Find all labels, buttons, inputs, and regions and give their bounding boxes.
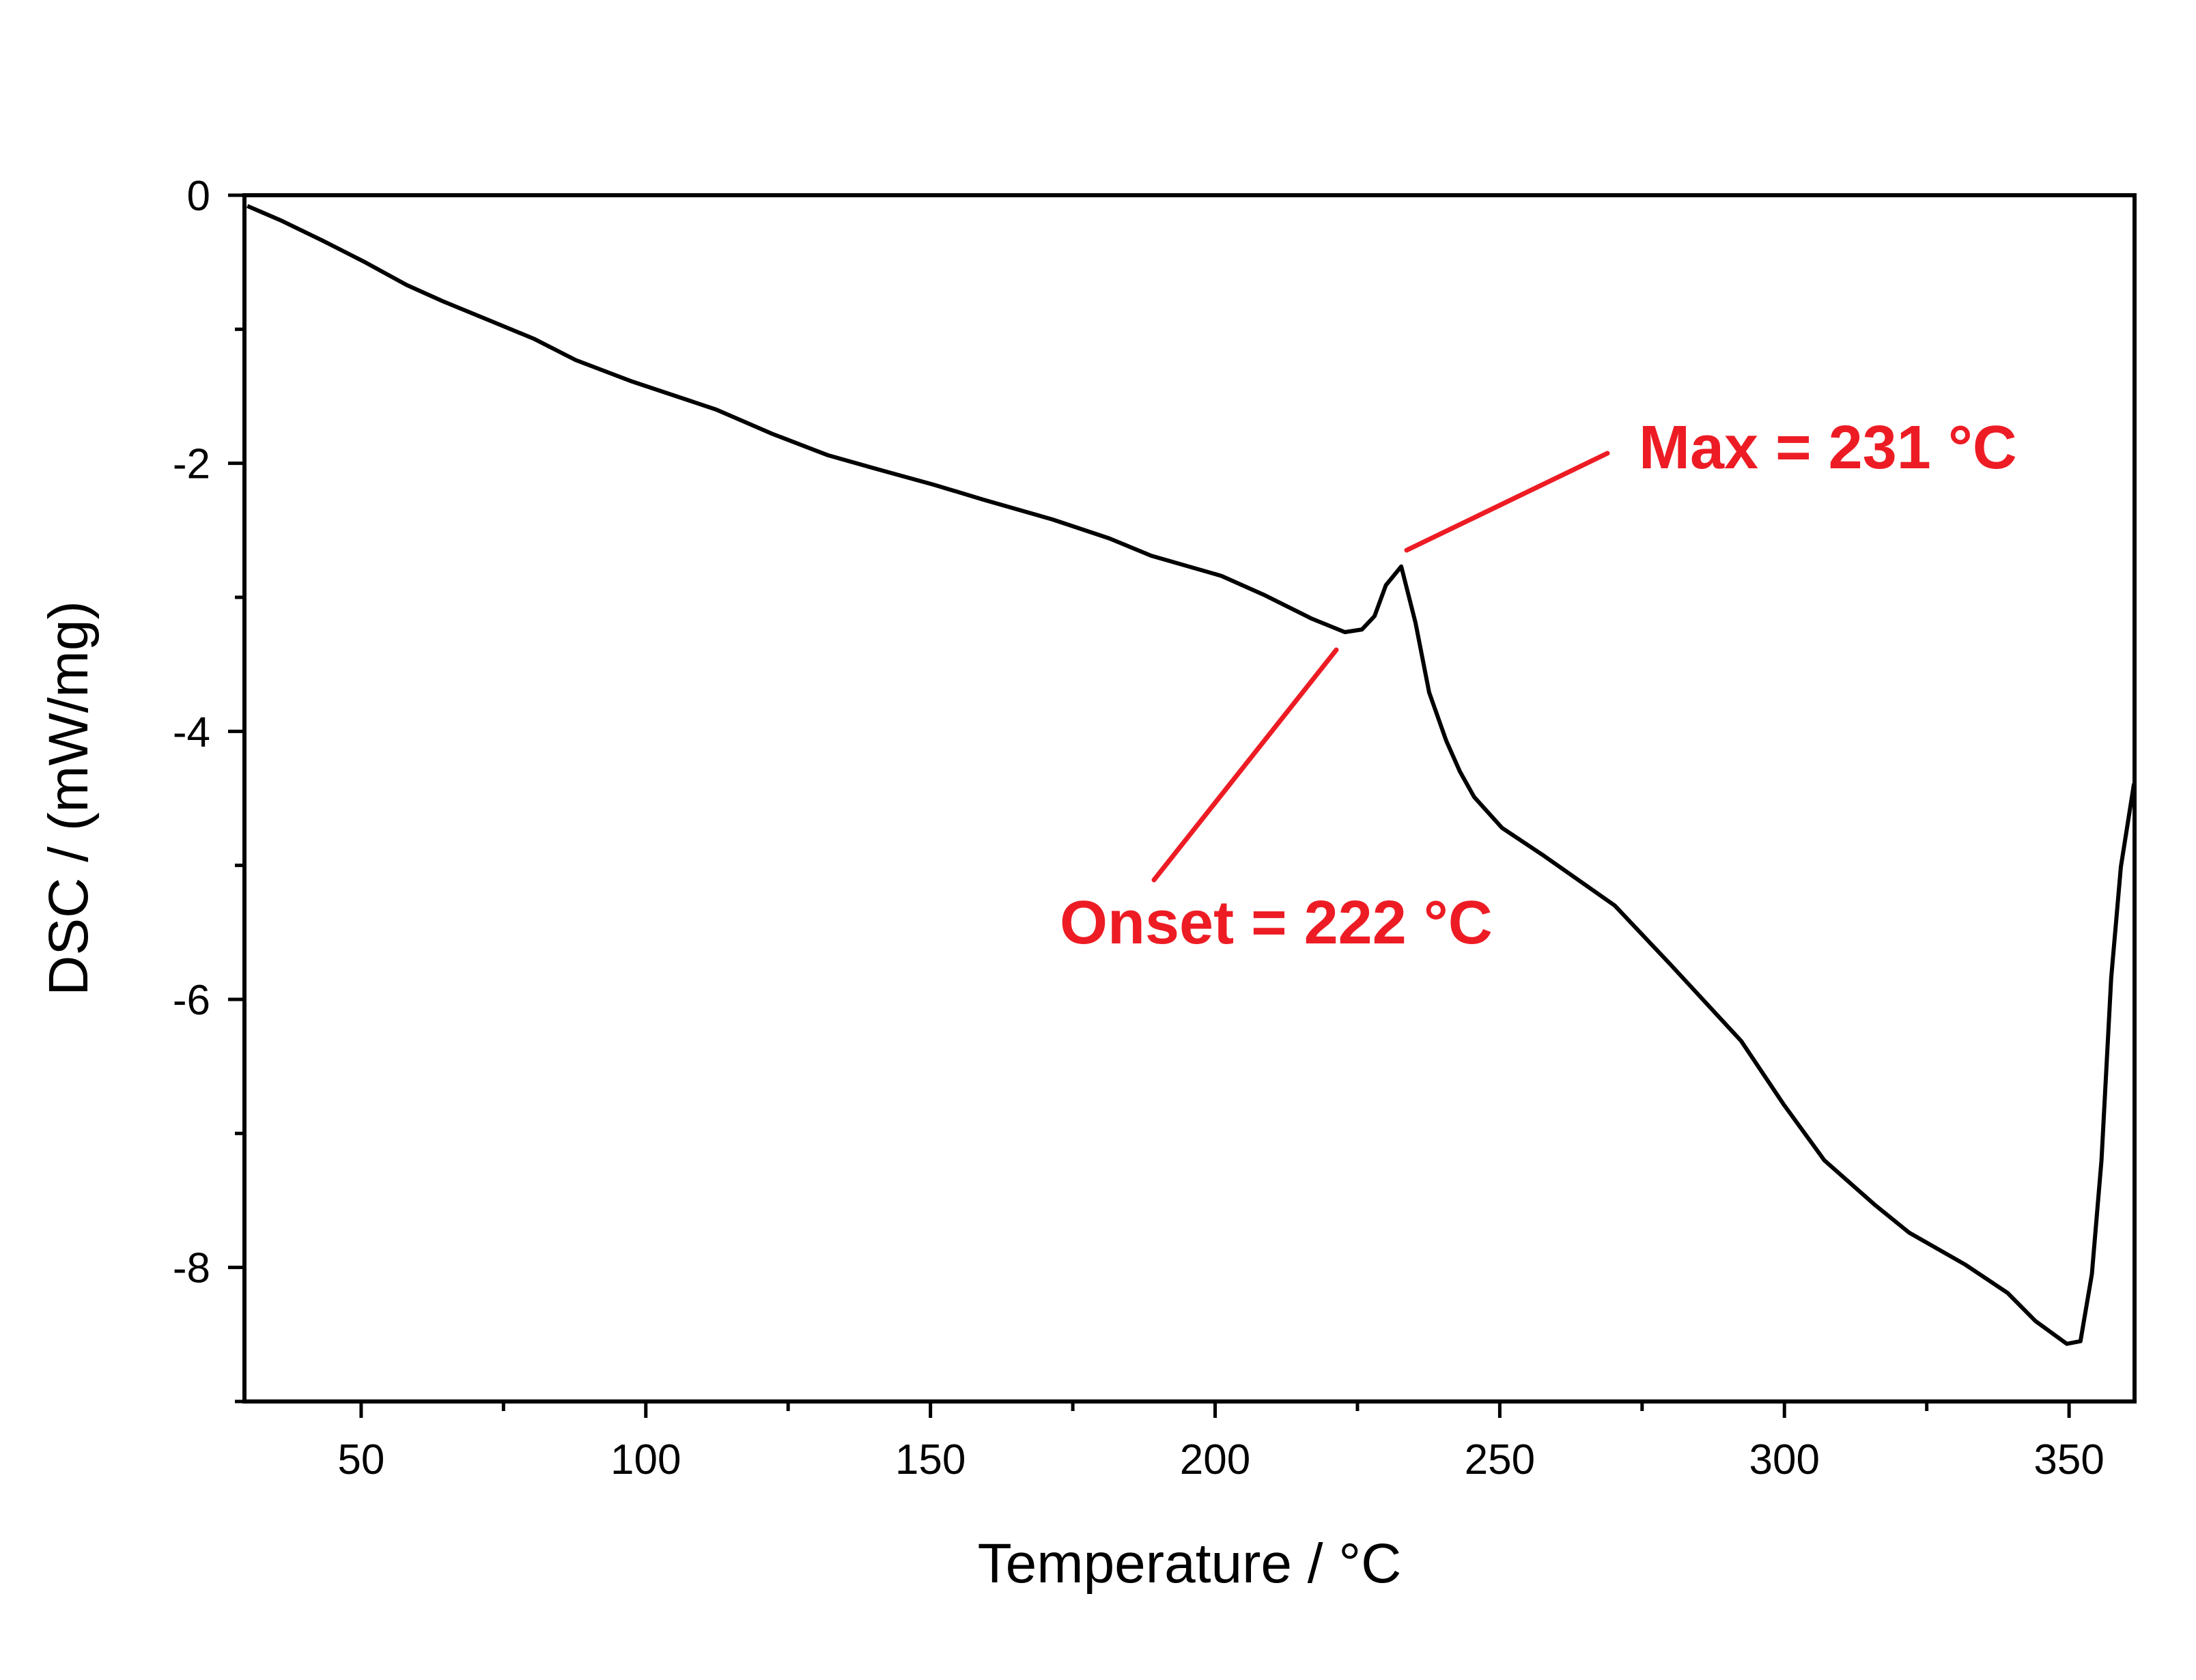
y-tick-label: -8 [173, 1245, 210, 1292]
x-tick-label: 150 [895, 1436, 966, 1483]
ticks [228, 193, 2071, 1418]
y-axis-title: DSC / (mW/mg) [38, 601, 100, 995]
x-tick-label: 300 [1749, 1436, 1820, 1483]
x-tick-label: 350 [2033, 1436, 2104, 1483]
x-tick-label: 100 [610, 1436, 681, 1483]
y-tick-label: -2 [173, 441, 210, 488]
tick-labels: 50 100 150 200 250 300 350 0 -2 -4 -6 -8 [173, 173, 2104, 1483]
onset-leader-line [1151, 647, 1339, 883]
x-tick-label: 200 [1180, 1436, 1250, 1483]
y-tick-label: -6 [173, 977, 210, 1024]
x-axis-title: Temperature / °C [978, 1533, 1402, 1595]
max-annotation: Max = 231 °C [1639, 414, 2017, 482]
plot-frame [242, 193, 2137, 1404]
dsc-curve [247, 203, 2137, 1346]
x-tick-label: 250 [1465, 1436, 1535, 1483]
max-leader-line [1404, 451, 1610, 553]
onset-annotation: Onset = 222 °C [1060, 889, 1493, 957]
y-tick-label: 0 [187, 173, 210, 220]
y-tick-label: -4 [173, 709, 210, 756]
x-tick-label: 50 [337, 1436, 384, 1483]
